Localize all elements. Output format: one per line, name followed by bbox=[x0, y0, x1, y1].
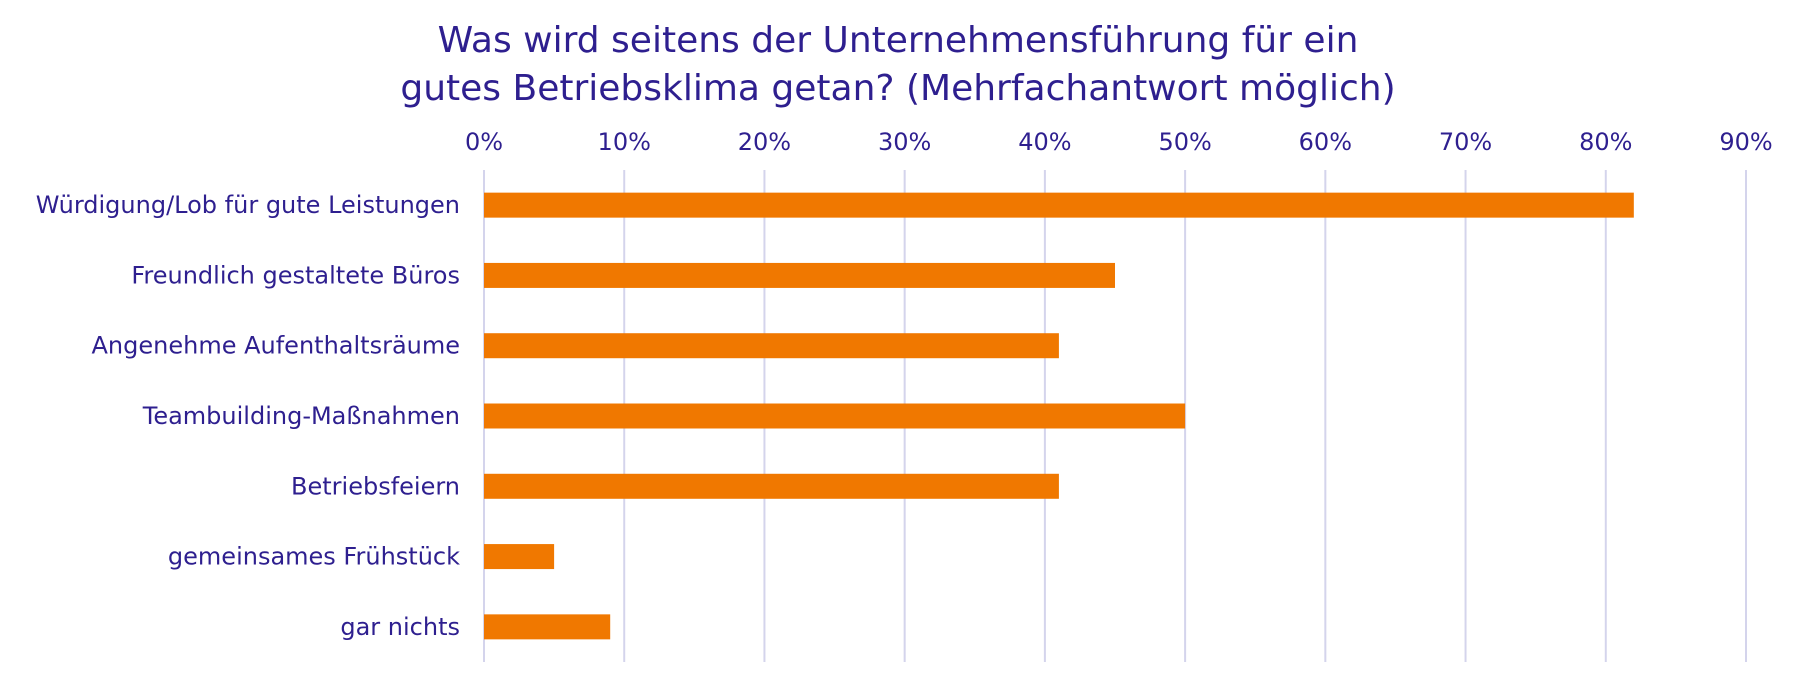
category-label: Würdigung/Lob für gute Leistungen bbox=[36, 191, 460, 219]
chart-title-line-2: gutes Betriebsklima getan? (Mehrfachantw… bbox=[400, 68, 1395, 109]
bar bbox=[484, 544, 555, 570]
bar bbox=[484, 192, 1634, 218]
x-tick-label: 30% bbox=[878, 128, 931, 156]
chart-title: Was wird seitens der Unternehmensführung… bbox=[400, 20, 1395, 109]
x-tick-label: 10% bbox=[598, 128, 651, 156]
bar bbox=[484, 614, 611, 640]
category-label: Angenehme Aufenthaltsräume bbox=[92, 332, 460, 360]
x-tick-label: 0% bbox=[465, 128, 503, 156]
category-label: gar nichts bbox=[340, 613, 460, 641]
x-tick-label: 90% bbox=[1719, 128, 1772, 156]
x-tick-label: 50% bbox=[1158, 128, 1211, 156]
bar bbox=[484, 473, 1059, 499]
x-tick-label: 60% bbox=[1299, 128, 1352, 156]
category-label: Betriebsfeiern bbox=[291, 472, 460, 500]
category-label: gemeinsames Frühstück bbox=[168, 543, 460, 571]
bar bbox=[484, 333, 1059, 359]
category-label: Freundlich gestaltete Büros bbox=[131, 261, 460, 289]
chart-title-line-1: Was wird seitens der Unternehmensführung… bbox=[438, 20, 1359, 61]
bar bbox=[484, 403, 1186, 429]
x-axis-ticks: 0% 10% 20% 30% 40% 50% 60% 70% 80% 90% bbox=[465, 128, 1773, 156]
category-labels: Würdigung/Lob für gute Leistungen Freundl… bbox=[36, 191, 460, 641]
x-tick-label: 70% bbox=[1439, 128, 1492, 156]
category-label: Teambuilding-Maßnahmen bbox=[142, 402, 460, 430]
bars bbox=[484, 192, 1634, 640]
x-tick-label: 80% bbox=[1579, 128, 1632, 156]
x-tick-label: 20% bbox=[738, 128, 791, 156]
x-tick-label: 40% bbox=[1018, 128, 1071, 156]
bar bbox=[484, 262, 1115, 288]
